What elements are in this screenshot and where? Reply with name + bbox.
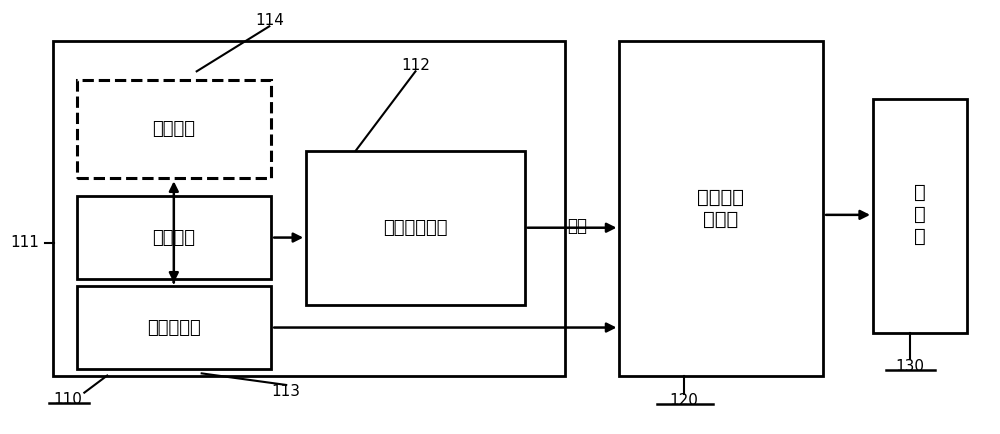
Text: 120: 120 (670, 393, 698, 408)
Text: 显示单元: 显示单元 (152, 120, 195, 138)
FancyBboxPatch shape (873, 99, 967, 333)
FancyBboxPatch shape (53, 41, 565, 375)
Text: 111: 111 (10, 235, 39, 250)
Text: 114: 114 (255, 13, 284, 28)
FancyBboxPatch shape (77, 286, 271, 369)
Text: 113: 113 (272, 384, 301, 399)
Text: 直行程执
行机构: 直行程执 行机构 (697, 188, 744, 229)
Text: 电气转换单元: 电气转换单元 (383, 219, 448, 237)
FancyBboxPatch shape (619, 41, 823, 375)
Text: 130: 130 (895, 358, 924, 374)
Text: 调
节
阀: 调 节 阀 (914, 183, 926, 247)
Text: 112: 112 (401, 58, 430, 73)
FancyBboxPatch shape (306, 151, 525, 305)
Text: 控制单元: 控制单元 (152, 229, 195, 247)
FancyBboxPatch shape (77, 80, 271, 178)
Text: 气动: 气动 (568, 217, 588, 234)
Text: 110: 110 (53, 391, 82, 407)
FancyBboxPatch shape (77, 196, 271, 279)
Text: 角度传感器: 角度传感器 (147, 319, 201, 336)
